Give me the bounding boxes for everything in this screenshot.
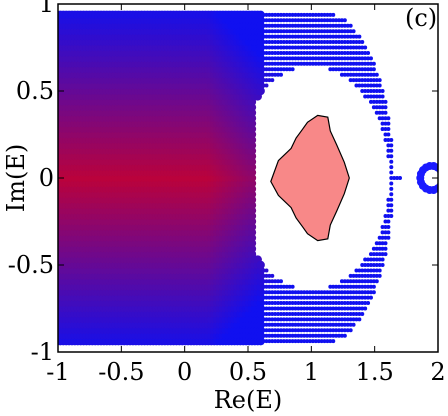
scatter-point [47, 228, 55, 236]
scatter-point [47, 326, 55, 334]
scatter-point [47, 201, 55, 209]
scatter-point [47, 27, 55, 35]
scatter-point [47, 310, 55, 318]
scatter-point [47, 217, 55, 225]
scatter-point [256, 260, 265, 270]
scatter-point [47, 234, 55, 242]
scatter-point [47, 38, 55, 46]
scatter-point [47, 109, 55, 117]
scatter-point [47, 212, 55, 220]
scatter-point [47, 60, 55, 68]
scatter-point [47, 321, 55, 329]
scatter-point [47, 114, 55, 122]
scatter-point [47, 152, 55, 160]
scatter-point [290, 67, 295, 72]
scatter-point [47, 43, 55, 51]
scatter-point [47, 304, 55, 312]
scatter-point [47, 299, 55, 307]
scatter-point [47, 49, 55, 57]
scatter-point [331, 12, 336, 17]
scatter-point [270, 273, 275, 278]
scatter-point [47, 32, 55, 40]
scatter-point [264, 83, 269, 88]
scatter-point [47, 65, 55, 73]
scatter-point [278, 72, 283, 77]
scatter-point [331, 339, 336, 344]
scatter-point [270, 78, 275, 83]
scatter-point [47, 119, 55, 127]
scatter-point [47, 125, 55, 133]
scatter-point [47, 136, 55, 144]
scatter-point [47, 130, 55, 138]
scatter-point [47, 293, 55, 301]
scatter-point [47, 315, 55, 323]
scatter-point [47, 283, 55, 291]
scatter-point [47, 206, 55, 214]
scatter-point [47, 223, 55, 231]
scatter-point [47, 54, 55, 62]
scatter-point [342, 333, 347, 338]
scatter-point [47, 141, 55, 149]
scatter-point [47, 196, 55, 204]
scatter-point [290, 284, 295, 289]
scatter-point [47, 22, 55, 30]
scatter-point [278, 279, 283, 284]
scatter-point [47, 239, 55, 247]
scatter-points [47, 10, 438, 346]
scatter-point [47, 147, 55, 155]
scatter-point [47, 288, 55, 296]
scatter-point [264, 268, 269, 273]
